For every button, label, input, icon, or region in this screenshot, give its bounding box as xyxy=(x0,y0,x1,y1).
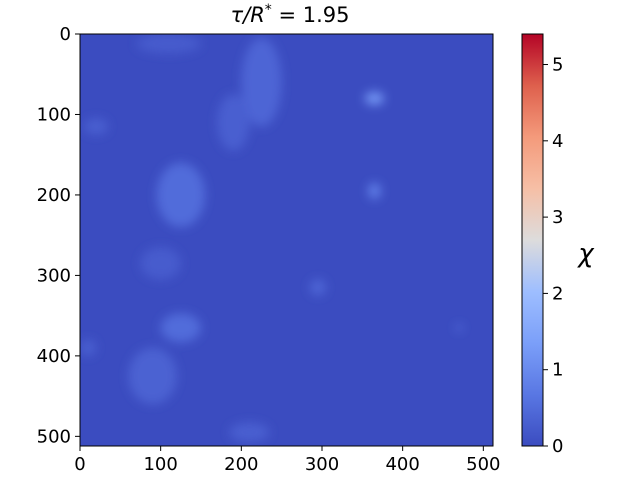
heatmap-feature-7 xyxy=(140,247,181,280)
heatmap-feature-11 xyxy=(128,347,177,405)
heatmap-feature-10 xyxy=(455,324,463,331)
y-tick-label: 300 xyxy=(37,265,71,286)
colorbar-tick-label: 1 xyxy=(552,360,563,381)
heatmap-features xyxy=(80,34,463,442)
heatmap-feature-4 xyxy=(84,118,109,135)
heatmap-feature-12 xyxy=(80,339,97,356)
colorbar-tick-label: 4 xyxy=(552,131,563,152)
chart-title: τ/R* = 1.95 xyxy=(230,2,349,27)
heatmap-feature-5 xyxy=(156,162,206,228)
y-tick-label: 500 xyxy=(37,426,71,447)
colorbar-gradient xyxy=(522,34,543,446)
y-tick-label: 0 xyxy=(60,24,71,45)
x-tick-label: 100 xyxy=(143,454,177,475)
colorbar-frame xyxy=(521,33,544,447)
y-tick-label: 400 xyxy=(37,346,71,367)
heatmap-feature-2 xyxy=(217,94,250,151)
x-tick-label: 200 xyxy=(224,454,258,475)
heatmap-feature-13 xyxy=(229,422,270,442)
heatmap-feature-9 xyxy=(160,313,201,343)
x-axis: 0 100 200 300 400 500 xyxy=(74,446,501,475)
colorbar-ticks: 0 1 2 3 4 5 xyxy=(543,55,563,457)
heatmap-feature-0 xyxy=(136,34,201,54)
x-tick-label: 400 xyxy=(385,454,419,475)
y-tick-label: 100 xyxy=(37,104,71,125)
y-axis: 0 100 200 300 400 500 xyxy=(37,24,80,447)
x-tick-label: 500 xyxy=(466,454,500,475)
heatmap-feature-3 xyxy=(364,91,385,105)
heatmap-feature-1 xyxy=(241,38,282,127)
colorbar-label: χ xyxy=(576,239,595,269)
plot-frame xyxy=(79,33,494,447)
colorbar-tick-label: 2 xyxy=(552,283,563,304)
y-tick-label: 200 xyxy=(37,185,71,206)
colorbar-tick-label: 0 xyxy=(552,436,563,457)
heatmap-feature-6 xyxy=(367,182,381,199)
heatmap-feature-8 xyxy=(309,279,327,296)
colorbar: 0 1 2 3 4 5 χ xyxy=(521,33,595,457)
x-tick-label: 0 xyxy=(74,454,85,475)
x-tick-label: 300 xyxy=(305,454,339,475)
colorbar-tick-label: 5 xyxy=(552,55,563,76)
colorbar-tick-label: 3 xyxy=(552,207,563,228)
heatmap-plot-area xyxy=(79,33,494,447)
